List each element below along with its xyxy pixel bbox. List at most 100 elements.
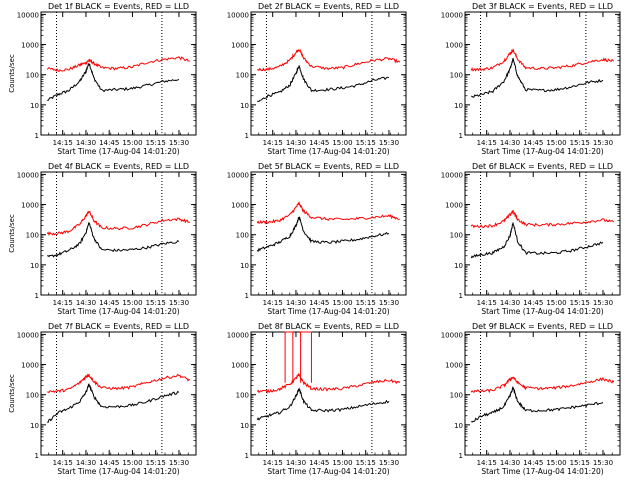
x-tick-label: 15:30 bbox=[379, 459, 399, 467]
x-axis-label: Start Time (17-Aug-04 14:01:20) bbox=[481, 467, 603, 476]
x-tick-label: 15:15 bbox=[146, 139, 166, 147]
y-tick-label: 1000 bbox=[445, 202, 463, 210]
plot-frame bbox=[464, 11, 621, 136]
x-tick-label: 15:00 bbox=[332, 299, 352, 307]
y-tick-label: 1 bbox=[459, 452, 463, 460]
x-tick-label: 14:15 bbox=[477, 299, 497, 307]
x-tick-label: 15:00 bbox=[546, 139, 566, 147]
x-tick-label: 15:00 bbox=[332, 459, 352, 467]
x-tick-label: 14:15 bbox=[263, 139, 283, 147]
x-tick-label: 14:45 bbox=[523, 459, 543, 467]
panel-det-7f: Det 7f BLACK = Events, RED = LLD 1 10 100 10… bbox=[8, 322, 197, 476]
y-tick-label: 10 bbox=[30, 262, 39, 270]
x-axis-label: Start Time (17-Aug-04 14:01:20) bbox=[267, 307, 389, 316]
x-tick-label: 14:30 bbox=[76, 459, 96, 467]
y-tick-label: 10 bbox=[454, 422, 463, 430]
events-series-line bbox=[256, 216, 390, 253]
lld-series-line bbox=[470, 48, 615, 72]
y-tick-label: 1 bbox=[245, 292, 249, 300]
y-axis-label: Counts/sec bbox=[8, 214, 16, 253]
y-tick-label: 10 bbox=[30, 422, 39, 430]
x-axis-label: Start Time (17-Aug-04 14:01:20) bbox=[481, 307, 603, 316]
x-tick-label: 14:15 bbox=[53, 299, 73, 307]
events-series-line bbox=[46, 63, 180, 102]
x-tick-label: 15:30 bbox=[379, 139, 399, 147]
y-tick-label: 100 bbox=[26, 72, 39, 80]
x-tick-label: 14:45 bbox=[99, 459, 119, 467]
x-tick-label: 14:45 bbox=[309, 299, 329, 307]
x-tick-label: 14:30 bbox=[286, 459, 306, 467]
y-tick-label: 10 bbox=[454, 262, 463, 270]
x-tick-label: 15:00 bbox=[122, 299, 142, 307]
plot-frame bbox=[464, 331, 621, 456]
events-series-line bbox=[47, 221, 180, 258]
x-tick-label: 15:15 bbox=[146, 459, 166, 467]
x-axis-label: Start Time (17-Aug-04 14:01:20) bbox=[267, 147, 389, 156]
plot-frame bbox=[40, 171, 197, 296]
y-tick-label: 1000 bbox=[231, 202, 249, 210]
y-tick-label: 1000 bbox=[21, 42, 39, 50]
x-tick-label: 14:30 bbox=[500, 139, 520, 147]
y-tick-label: 10 bbox=[240, 262, 249, 270]
x-tick-label: 14:30 bbox=[500, 299, 520, 307]
x-tick-label: 14:45 bbox=[309, 459, 329, 467]
y-tick-label: 10000 bbox=[441, 11, 463, 19]
x-tick-label: 14:45 bbox=[99, 139, 119, 147]
x-tick-label: 15:15 bbox=[356, 139, 376, 147]
x-tick-label: 14:30 bbox=[76, 139, 96, 147]
x-tick-label: 15:30 bbox=[593, 299, 613, 307]
x-tick-label: 15:15 bbox=[146, 299, 166, 307]
lld-series-line bbox=[256, 372, 401, 394]
x-tick-label: 14:30 bbox=[76, 299, 96, 307]
x-tick-label: 15:15 bbox=[356, 299, 376, 307]
plot-frame bbox=[40, 11, 197, 136]
x-tick-label: 15:30 bbox=[593, 139, 613, 147]
x-tick-label: 15:15 bbox=[570, 139, 590, 147]
y-tick-label: 1 bbox=[245, 132, 249, 140]
x-tick-label: 15:00 bbox=[332, 139, 352, 147]
plot-frame bbox=[40, 331, 197, 456]
x-tick-label: 15:15 bbox=[356, 459, 376, 467]
y-tick-label: 1000 bbox=[21, 362, 39, 370]
lld-spike bbox=[284, 331, 294, 383]
x-tick-label: 15:30 bbox=[593, 459, 613, 467]
y-tick-label: 1 bbox=[459, 132, 463, 140]
lld-series-line bbox=[46, 56, 190, 73]
x-axis-label: Start Time (17-Aug-04 14:01:20) bbox=[57, 147, 179, 156]
lld-spike bbox=[300, 331, 312, 383]
panel-det-1f: Det 1f BLACK = Events, RED = LLD 1 10 100 10… bbox=[8, 2, 197, 156]
events-series-line bbox=[256, 387, 390, 421]
panel-title: Det 8f BLACK = Events, RED = LLD bbox=[258, 322, 399, 331]
x-tick-label: 14:45 bbox=[523, 139, 543, 147]
y-tick-label: 100 bbox=[26, 232, 39, 240]
y-tick-label: 10 bbox=[454, 102, 463, 110]
y-tick-label: 1 bbox=[245, 452, 249, 460]
lld-series-line bbox=[470, 376, 615, 394]
lld-series-line bbox=[47, 373, 191, 394]
x-tick-label: 14:45 bbox=[99, 299, 119, 307]
x-axis-label: Start Time (17-Aug-04 14:01:20) bbox=[57, 467, 179, 476]
x-tick-label: 14:15 bbox=[53, 139, 73, 147]
y-tick-label: 10 bbox=[30, 102, 39, 110]
lld-series-line bbox=[46, 210, 190, 237]
events-series-line bbox=[47, 383, 180, 423]
x-tick-label: 15:15 bbox=[570, 299, 590, 307]
x-tick-label: 15:30 bbox=[169, 139, 189, 147]
plot-frame bbox=[250, 171, 407, 296]
y-tick-label: 10000 bbox=[17, 331, 39, 339]
x-axis-label: Start Time (17-Aug-04 14:01:20) bbox=[481, 147, 603, 156]
x-tick-label: 14:45 bbox=[309, 139, 329, 147]
y-tick-label: 100 bbox=[26, 392, 39, 400]
panel-det-2f: Det 2f BLACK = Events, RED = LLD 1 10 100 10… bbox=[227, 2, 407, 156]
panel-det-3f: Det 3f BLACK = Events, RED = LLD 1 10 100 10… bbox=[441, 2, 621, 156]
y-tick-label: 100 bbox=[450, 232, 463, 240]
events-series-line bbox=[470, 57, 604, 98]
x-axis-label: Start Time (17-Aug-04 14:01:20) bbox=[57, 307, 179, 316]
y-axis-label: Counts/sec bbox=[8, 374, 16, 413]
panel-title: Det 9f BLACK = Events, RED = LLD bbox=[472, 322, 613, 331]
events-series-line bbox=[470, 385, 604, 423]
panel-title: Det 1f BLACK = Events, RED = LLD bbox=[48, 2, 189, 11]
panel-det-4f: Det 4f BLACK = Events, RED = LLD 1 10 100 10… bbox=[8, 162, 197, 316]
x-tick-label: 14:15 bbox=[477, 139, 497, 147]
